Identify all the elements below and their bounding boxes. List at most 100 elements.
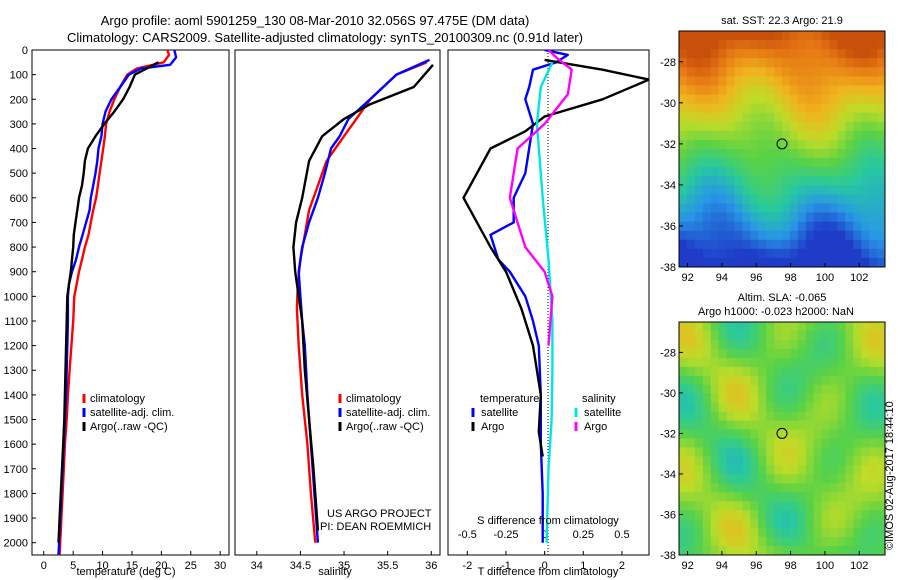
m2-cell xyxy=(789,510,799,520)
m2-cell xyxy=(686,402,696,413)
m1-cell xyxy=(774,167,783,177)
m1-cell xyxy=(686,49,696,59)
m2-cell xyxy=(805,528,815,538)
m2-cell xyxy=(813,357,823,368)
m1-cell xyxy=(813,121,823,132)
m1-cell xyxy=(758,185,767,195)
m2-cell xyxy=(742,331,751,341)
m1-cell xyxy=(829,221,838,232)
m1-cell xyxy=(877,257,885,267)
m1-cell xyxy=(710,203,720,214)
m1-cell xyxy=(869,139,878,150)
s-difference-label: S difference from climatology xyxy=(477,515,619,527)
m1-cell xyxy=(805,203,815,214)
m2-cell xyxy=(686,492,696,502)
m2-cell xyxy=(766,384,775,395)
m1-cell xyxy=(829,212,838,223)
m2-cell xyxy=(845,510,854,520)
m2-cell xyxy=(766,339,775,350)
m1-cell xyxy=(789,176,799,186)
m1-cell xyxy=(686,130,696,141)
m2-cell xyxy=(789,447,799,458)
m1-cell xyxy=(877,239,885,250)
m2-cell xyxy=(869,322,878,332)
m1-cell xyxy=(702,139,712,150)
m2-cell xyxy=(694,429,704,440)
m1-cell xyxy=(829,149,838,159)
m2-cell xyxy=(869,339,878,350)
m2-cell xyxy=(789,339,799,350)
m2-cell xyxy=(750,528,759,538)
m1-cell xyxy=(869,158,878,168)
m2-cell xyxy=(694,393,704,404)
m2-cell xyxy=(797,474,807,484)
s-xtick-label-0: 34 xyxy=(251,560,263,572)
m1-cell xyxy=(821,139,831,150)
m2-cell xyxy=(686,348,696,359)
m2-cell xyxy=(821,348,831,359)
m2-cell xyxy=(718,519,728,529)
m1-cell xyxy=(813,40,823,50)
m1-cell xyxy=(774,130,783,141)
m1-cell xyxy=(686,31,696,41)
m2-cell xyxy=(750,322,759,332)
t-xtick-label-3: 15 xyxy=(126,560,138,572)
m1-cell xyxy=(726,121,735,132)
m2-cell xyxy=(702,322,712,332)
m1-cell xyxy=(750,76,759,87)
m1-cell xyxy=(845,221,854,232)
m1-cell xyxy=(766,67,775,77)
d-legend-label-0: satellite xyxy=(481,407,518,419)
m2-cell xyxy=(686,366,696,377)
m1-cell xyxy=(829,103,838,114)
m1-cell xyxy=(853,94,862,105)
m1-cell xyxy=(853,31,862,41)
header-line2: Climatology: CARS2009. Satellite-adjuste… xyxy=(67,30,583,45)
m1-cell xyxy=(782,49,791,59)
m1-cell xyxy=(734,76,743,87)
m1-cell xyxy=(694,76,704,87)
m1-cell xyxy=(821,212,831,223)
m2-cell xyxy=(861,438,870,449)
m1-cell xyxy=(766,149,775,159)
S-legend-label-1: satellite-adj. clim. xyxy=(346,407,430,419)
m1-cell xyxy=(694,176,704,186)
m1-cell xyxy=(877,103,885,114)
m1-cell xyxy=(789,203,799,214)
m2-cell xyxy=(789,519,799,529)
m2-cell xyxy=(821,447,831,458)
m1-cell xyxy=(829,76,838,87)
m1-cell xyxy=(694,130,704,141)
m1-cell xyxy=(686,40,696,50)
s-xtick-label-1: 34.5 xyxy=(290,560,311,572)
m1-cell xyxy=(837,158,846,168)
m2-cell xyxy=(869,501,878,511)
m2-ytick-label-3: -34 xyxy=(660,469,676,481)
m1-cell xyxy=(829,185,838,195)
m1-cell xyxy=(686,149,696,159)
sst-map-frame xyxy=(678,30,886,268)
m2-cell xyxy=(853,456,862,466)
m2-cell xyxy=(853,501,862,511)
salinity-panel: 34 34.5 35 35.5 36 salinity climatology satel… xyxy=(234,49,441,578)
m2-cell xyxy=(853,465,862,475)
m1-cell xyxy=(869,130,878,141)
m1-cell xyxy=(694,203,704,214)
m1-cell xyxy=(734,112,743,123)
m2-cell xyxy=(805,438,815,449)
m1-cell xyxy=(742,94,751,105)
m1-cell xyxy=(679,185,688,195)
m2-cell xyxy=(813,546,823,555)
sst-map: sat. SST: 22.3 Argo: 21.9 92 94 96 98 100 102… xyxy=(660,15,886,284)
m1-cell xyxy=(805,130,815,141)
m1-cell xyxy=(718,31,728,41)
m2-cell xyxy=(742,447,751,458)
m2-cell xyxy=(686,528,696,538)
m1-cell xyxy=(845,85,854,96)
m1-cell xyxy=(869,149,878,159)
m1-cell xyxy=(710,76,720,87)
m2-cell xyxy=(718,438,728,449)
m2-cell xyxy=(726,393,735,404)
m1-cell xyxy=(679,112,688,123)
m2-cell xyxy=(734,393,743,404)
